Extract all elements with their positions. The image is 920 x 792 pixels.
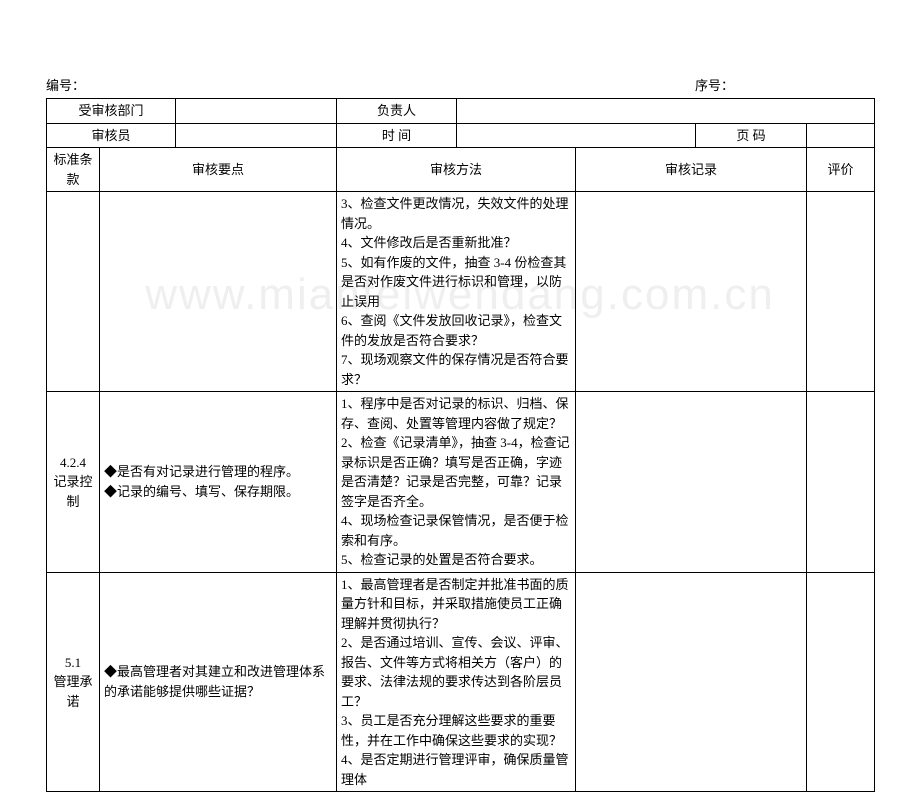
column-header-row: 标准条款 审核要点 审核方法 审核记录 评价 xyxy=(47,148,875,192)
record-cell xyxy=(576,192,807,392)
header-row: 编号： 序号： xyxy=(46,75,874,94)
record-cell xyxy=(576,392,807,573)
table-row: 5.1管理承诺 ◆最高管理者对其建立和改进管理体系的承诺能够提供哪些证据？ 1、… xyxy=(47,572,875,792)
points-cell: ◆是否有对记录进行管理的程序。◆记录的编号、填写、保存期限。 xyxy=(100,392,337,573)
page-value xyxy=(807,123,875,148)
dept-label: 受审核部门 xyxy=(47,99,176,124)
time-label: 时 间 xyxy=(337,123,457,148)
time-value xyxy=(457,123,696,148)
col-eval: 评价 xyxy=(807,148,875,192)
eval-cell xyxy=(807,192,875,392)
dept-value xyxy=(176,99,337,124)
page-container: 编号： 序号： 受审核部门 负责人 审核员 时 间 页 码 xyxy=(0,0,920,792)
eval-cell xyxy=(807,572,875,792)
method-cell: 1、最高管理者是否制定并批准书面的质量方针和目标，并采取措施使员工正确理解并贯彻… xyxy=(337,572,576,792)
col-points: 审核要点 xyxy=(100,148,337,192)
info-row-1: 受审核部门 负责人 xyxy=(47,99,875,124)
auditor-value xyxy=(176,123,337,148)
main-table: 标准条款 审核要点 审核方法 审核记录 评价 3、检查文件更改情况，失效文件的处… xyxy=(46,148,875,792)
clause-cell: 5.1管理承诺 xyxy=(47,572,100,792)
points-cell: ◆最高管理者对其建立和改进管理体系的承诺能够提供哪些证据？ xyxy=(100,572,337,792)
eval-cell xyxy=(807,392,875,573)
clause-cell xyxy=(47,192,100,392)
record-cell xyxy=(576,572,807,792)
auditor-label: 审核员 xyxy=(47,123,176,148)
responsible-value xyxy=(457,99,875,124)
table-row: 3、检查文件更改情况，失效文件的处理情况。4、文件修改后是否重新批准？5、如有作… xyxy=(47,192,875,392)
info-row-2: 审核员 时 间 页 码 xyxy=(47,123,875,148)
doc-number-label: 编号： xyxy=(46,75,85,94)
col-record: 审核记录 xyxy=(576,148,807,192)
page-label: 页 码 xyxy=(696,123,807,148)
method-cell: 1、程序中是否对记录的标识、归档、保存、查阅、处置等管理内容做了规定？2、检查《… xyxy=(337,392,576,573)
responsible-label: 负责人 xyxy=(337,99,457,124)
table-row: 4.2.4记录控制 ◆是否有对记录进行管理的程序。◆记录的编号、填写、保存期限。… xyxy=(47,392,875,573)
method-cell: 3、检查文件更改情况，失效文件的处理情况。4、文件修改后是否重新批准？5、如有作… xyxy=(337,192,576,392)
points-cell xyxy=(100,192,337,392)
info-table: 受审核部门 负责人 审核员 时 间 页 码 xyxy=(46,98,875,148)
clause-cell: 4.2.4记录控制 xyxy=(47,392,100,573)
col-method: 审核方法 xyxy=(337,148,576,192)
seq-number-label: 序号： xyxy=(695,75,874,94)
col-clause: 标准条款 xyxy=(47,148,100,192)
